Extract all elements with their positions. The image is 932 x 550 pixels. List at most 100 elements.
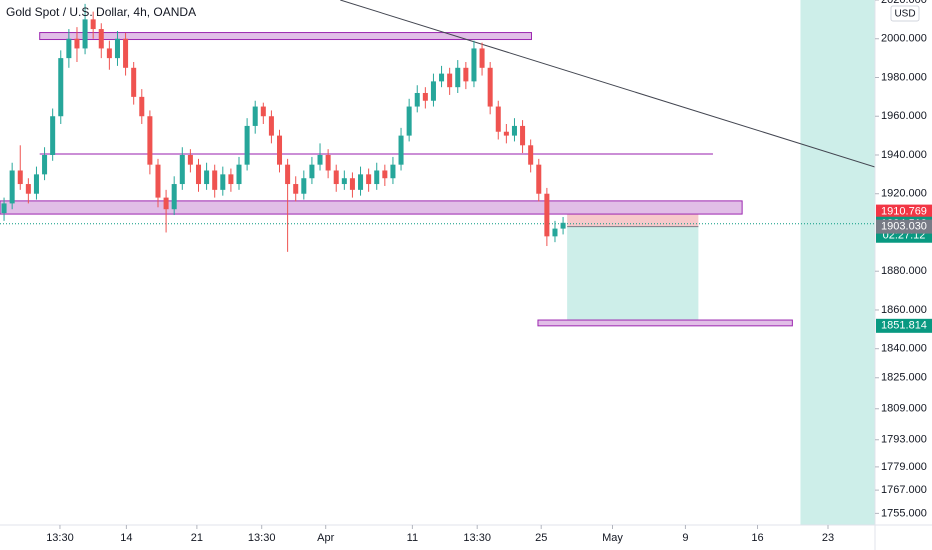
candle-body xyxy=(33,174,39,194)
candle-body xyxy=(195,164,202,185)
candle-body xyxy=(139,96,145,117)
zone xyxy=(39,32,532,41)
candle-body xyxy=(382,170,388,179)
candle-body xyxy=(495,106,501,132)
candle-body xyxy=(277,135,283,165)
candle-body xyxy=(244,125,250,165)
candle-body xyxy=(358,174,364,190)
candle-body xyxy=(406,106,412,136)
candle-body xyxy=(552,228,558,237)
x-tick-label: May xyxy=(602,532,623,544)
candle-body xyxy=(520,125,526,146)
target-zone xyxy=(567,226,699,326)
candle-body xyxy=(252,106,258,126)
candle-body xyxy=(58,58,64,117)
candle-body xyxy=(309,164,315,179)
x-tick-label: 13:30 xyxy=(248,532,276,544)
zone xyxy=(0,200,743,215)
candle-body xyxy=(9,170,15,204)
candle-body xyxy=(325,154,331,171)
candle-body xyxy=(204,170,210,185)
candle-body xyxy=(74,38,80,49)
y-tick-label: 2000.000 xyxy=(881,33,927,45)
currency: USD xyxy=(894,9,915,20)
candle-body xyxy=(114,38,120,59)
candle-body xyxy=(171,184,177,210)
y-tick-label: 2020.000 xyxy=(881,0,927,6)
y-tick-label: 1860.000 xyxy=(881,304,927,316)
y-tick-label: 1755.000 xyxy=(881,507,927,519)
stop-zone xyxy=(567,211,699,227)
candle-body xyxy=(260,106,266,117)
candle-body xyxy=(341,178,347,185)
candle-body xyxy=(349,178,355,190)
candle-body xyxy=(187,154,193,165)
candle-body xyxy=(422,92,428,101)
candle-body xyxy=(123,38,129,68)
candle-body xyxy=(511,125,517,136)
y-tick-label: 1793.000 xyxy=(881,434,927,446)
candle-body xyxy=(155,164,161,198)
candle-body xyxy=(430,81,436,101)
candle-body xyxy=(366,174,372,185)
price-label-box xyxy=(876,219,932,234)
x-tick-label: 21 xyxy=(191,532,203,544)
candle-body xyxy=(301,178,307,194)
x-tick-label: 13:30 xyxy=(463,532,491,544)
candle-body xyxy=(447,73,453,88)
price-label-box xyxy=(876,318,932,333)
x-tick-label: 11 xyxy=(407,532,418,544)
x-tick-label: 25 xyxy=(535,532,547,544)
candle-body xyxy=(220,174,226,190)
candle-body xyxy=(131,67,137,97)
candle-body xyxy=(42,154,48,175)
y-tick-label: 1880.000 xyxy=(881,265,927,277)
candle-body xyxy=(98,29,104,49)
chart-title: Gold Spot / U.S. Dollar, 4h, OANDA xyxy=(6,5,196,19)
candle-body xyxy=(106,48,112,59)
candle-body xyxy=(212,170,218,190)
y-tick-label: 1920.000 xyxy=(881,188,927,200)
candle-body xyxy=(487,67,493,107)
candle-body xyxy=(414,92,420,107)
y-tick-label: 1940.000 xyxy=(881,149,927,161)
candle-body xyxy=(544,193,550,237)
x-tick-label: 13:30 xyxy=(46,532,74,544)
candle-body xyxy=(479,48,485,68)
y-tick-label: 1960.000 xyxy=(881,110,927,122)
candle-body xyxy=(236,164,242,185)
candle-body xyxy=(560,222,566,229)
x-tick-label: Apr xyxy=(317,532,334,544)
candle-body xyxy=(285,164,291,185)
candle-body xyxy=(25,184,31,194)
y-tick-label: 1825.000 xyxy=(881,372,927,384)
y-tick-label: 1840.000 xyxy=(881,343,927,355)
candle-body xyxy=(503,131,509,136)
x-tick-label: 16 xyxy=(751,532,763,544)
candle-body xyxy=(390,164,396,179)
candle-body xyxy=(333,170,339,185)
candle-body xyxy=(374,170,380,185)
candle-body xyxy=(268,116,274,136)
drawn-line xyxy=(340,0,875,168)
candle-body xyxy=(317,154,323,165)
price-label-box xyxy=(876,204,932,219)
price-label: 1910.769 xyxy=(881,206,927,218)
candle-body xyxy=(147,116,153,165)
candle-body xyxy=(463,67,469,82)
x-tick-label: 9 xyxy=(682,532,688,544)
candle-body xyxy=(398,135,404,165)
y-tick-label: 1779.000 xyxy=(881,461,927,473)
y-tick-label: 1980.000 xyxy=(881,71,927,83)
candle-body xyxy=(228,174,234,185)
candle-body xyxy=(455,67,461,88)
currency-box[interactable] xyxy=(890,5,920,22)
plot-area xyxy=(0,0,875,525)
candle-body xyxy=(90,19,96,30)
candle-body xyxy=(439,73,445,82)
candle-body xyxy=(163,197,169,210)
candle-body xyxy=(50,116,56,155)
candle-body xyxy=(536,164,542,194)
price-label: 1851.814 xyxy=(881,320,927,332)
